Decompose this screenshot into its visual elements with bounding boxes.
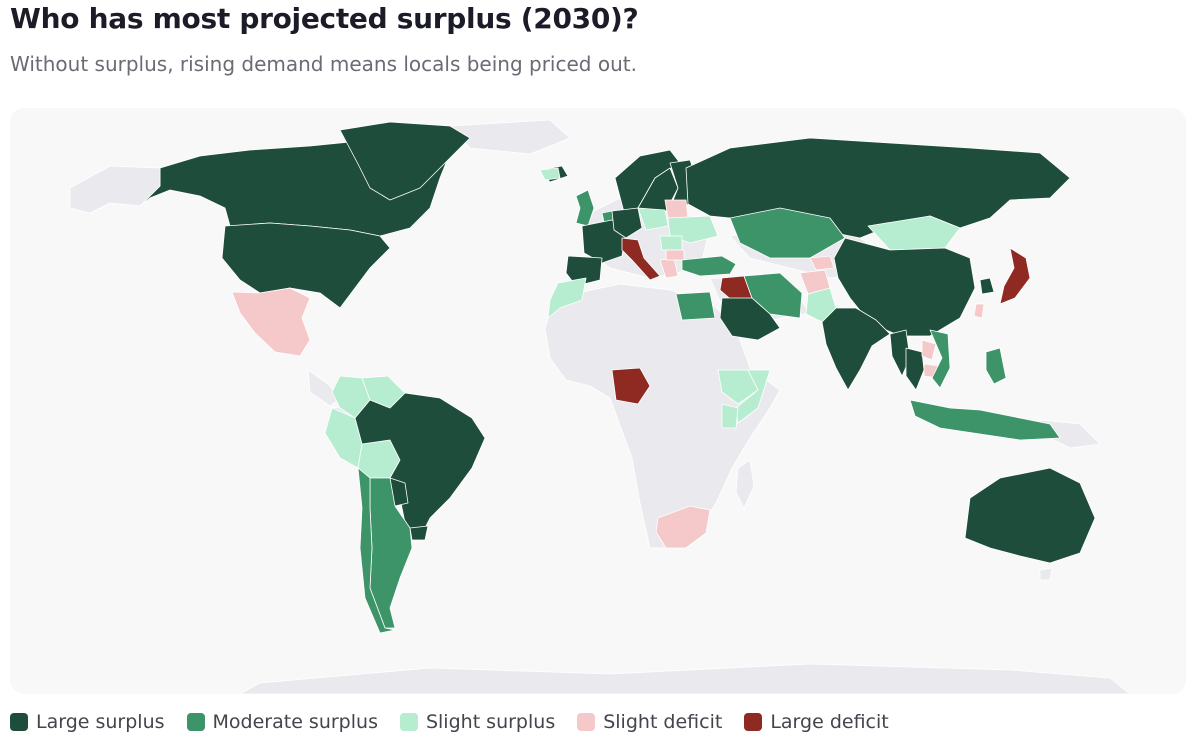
world-map — [69, 119, 1131, 694]
legend-swatch — [399, 713, 418, 731]
country-alaska — [69, 165, 161, 214]
country-australia — [964, 467, 1096, 564]
country-svalbard — [539, 167, 561, 181]
country-nigeria — [611, 367, 651, 405]
legend-swatch — [186, 713, 205, 731]
country-somalia — [735, 369, 771, 424]
legend-item-slight-deficit: Slight deficit — [577, 711, 722, 733]
map-title: Who has most projected surplus (2030)? — [10, 2, 639, 35]
legend-label: Slight deficit — [603, 711, 723, 733]
country-tasmania — [1039, 567, 1053, 581]
country-mongolia — [867, 215, 961, 251]
country-taiwan — [973, 303, 985, 319]
country-romania — [659, 235, 683, 251]
country-poland — [637, 207, 669, 231]
legend-item-large-surplus: Large surplus — [10, 711, 165, 733]
country-india — [821, 307, 891, 391]
country-greenland — [339, 121, 471, 201]
legend-label: Large surplus — [36, 711, 165, 733]
country-madagascar-landmass — [735, 459, 755, 509]
country-china — [833, 237, 976, 337]
country-thailand — [905, 347, 925, 391]
map-panel — [10, 108, 1186, 694]
country-uruguay — [409, 525, 429, 541]
country-japan — [999, 247, 1031, 305]
legend-item-moderate-surplus: Moderate surplus — [186, 711, 378, 733]
country-italy — [621, 237, 661, 281]
country-ethiopia — [717, 369, 759, 405]
country-kyrgyzstan — [809, 255, 835, 271]
legend: Large surplus Moderate surplus Slight surp… — [10, 708, 911, 736]
country-mexico — [231, 287, 311, 357]
legend-label: Moderate surplus — [212, 711, 378, 733]
country-south-africa — [655, 505, 711, 549]
country-laos — [921, 339, 937, 361]
legend-swatch — [744, 713, 763, 731]
country-vietnam — [929, 329, 951, 389]
country-belarus — [664, 199, 689, 219]
country-south-korea — [979, 277, 995, 295]
country-kazakhstan — [729, 207, 846, 259]
country-bulgaria — [665, 249, 685, 261]
legend-label: Slight surplus — [425, 711, 556, 733]
legend-item-large-deficit: Large deficit — [744, 711, 889, 733]
country-philippines — [985, 347, 1007, 385]
country-central-america-landmass — [307, 369, 341, 407]
legend-swatch — [10, 713, 28, 731]
legend-item-slight-surplus: Slight surplus — [399, 711, 556, 733]
country-germany — [611, 207, 643, 239]
legend-swatch — [577, 713, 596, 731]
country-kenya — [721, 403, 739, 429]
map-subtitle: Without surplus, rising demand means loc… — [10, 52, 637, 76]
country-morocco — [547, 277, 587, 319]
country-egypt — [675, 291, 716, 321]
country-spain — [565, 255, 603, 287]
country-chile — [357, 467, 396, 634]
country-indonesia — [909, 399, 1061, 441]
country-arctic-islands — [449, 119, 571, 155]
country-turkey — [681, 255, 737, 277]
country-antarctica-landmass — [239, 663, 1131, 694]
country-united-states — [221, 222, 391, 309]
country-saudi-arabia — [719, 297, 781, 341]
legend-label: Large deficit — [770, 711, 889, 733]
